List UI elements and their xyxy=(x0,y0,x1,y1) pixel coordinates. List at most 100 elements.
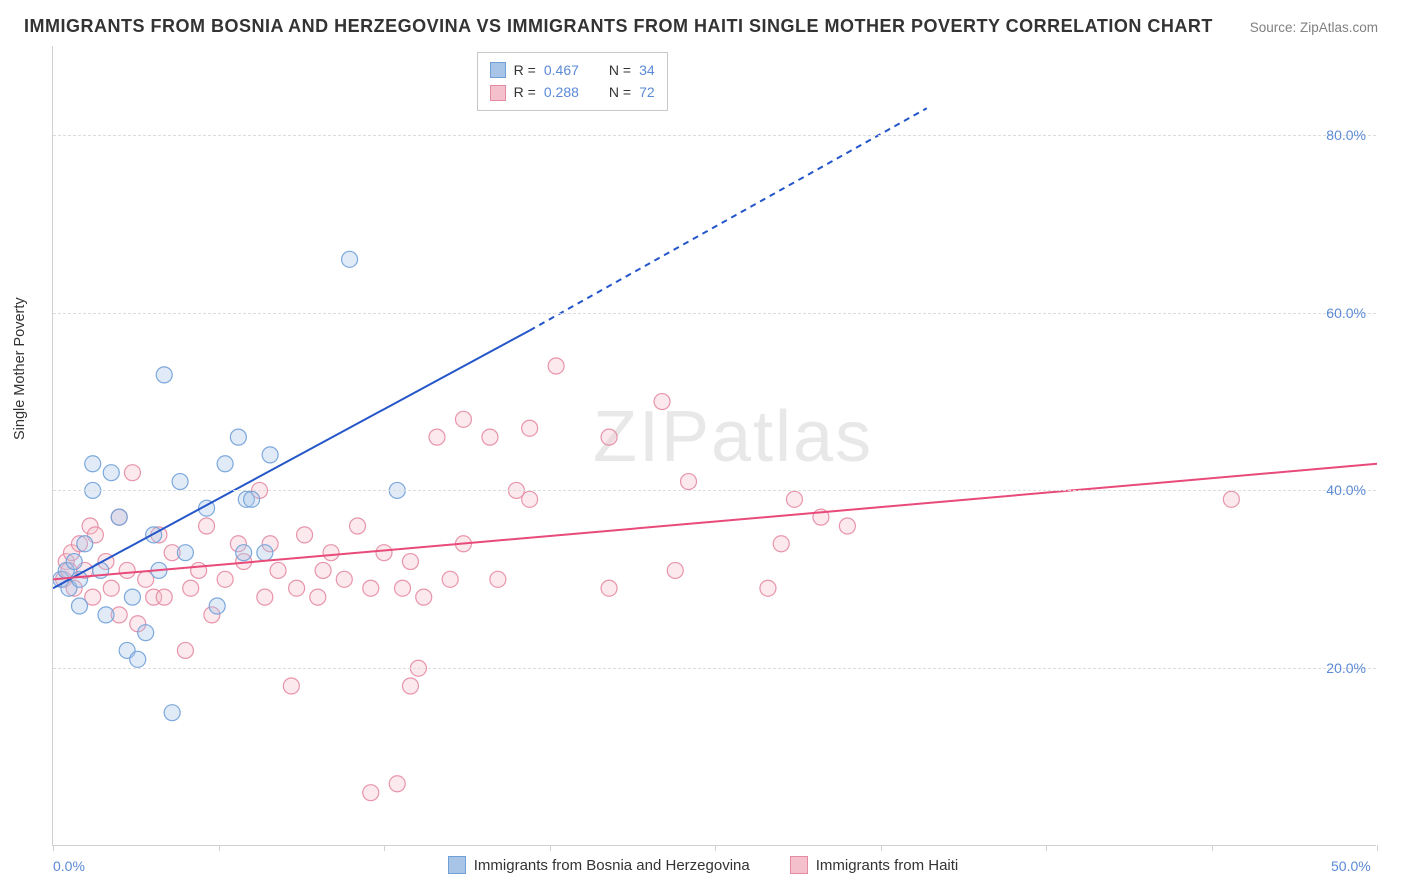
data-point xyxy=(217,456,233,472)
gridline-h xyxy=(53,135,1376,136)
data-point xyxy=(172,474,188,490)
data-point xyxy=(230,429,246,445)
data-point xyxy=(310,589,326,605)
data-point xyxy=(164,705,180,721)
data-point xyxy=(85,456,101,472)
data-point xyxy=(156,367,172,383)
legend-label: Immigrants from Bosnia and Herzegovina xyxy=(474,857,750,874)
data-point xyxy=(395,580,411,596)
data-point xyxy=(77,536,93,552)
data-point xyxy=(138,625,154,641)
trend-line-dashed xyxy=(530,108,927,330)
data-point xyxy=(71,598,87,614)
y-tick-label: 80.0% xyxy=(1326,127,1366,143)
n-value: 72 xyxy=(639,81,655,103)
x-tick xyxy=(550,845,551,851)
data-point xyxy=(773,536,789,552)
data-point xyxy=(548,358,564,374)
r-value: 0.288 xyxy=(544,81,579,103)
legend-swatch xyxy=(448,856,466,874)
gridline-h xyxy=(53,490,1376,491)
legend-item: Immigrants from Haiti xyxy=(790,856,959,874)
data-point xyxy=(262,447,278,463)
data-point xyxy=(124,589,140,605)
data-point xyxy=(124,465,140,481)
data-point xyxy=(601,580,617,596)
data-point xyxy=(336,571,352,587)
y-axis-label: Single Mother Poverty xyxy=(12,297,28,440)
data-point xyxy=(270,562,286,578)
legend-stats: R = 0.467 N = 34 R = 0.288 N = 72 xyxy=(477,52,668,111)
chart-title: IMMIGRANTS FROM BOSNIA AND HERZEGOVINA V… xyxy=(24,16,1213,37)
data-point xyxy=(429,429,445,445)
legend-stat-row: R = 0.467 N = 34 xyxy=(490,59,655,81)
data-point xyxy=(103,580,119,596)
n-label: N = xyxy=(609,59,631,81)
data-point xyxy=(103,465,119,481)
data-point xyxy=(389,776,405,792)
data-point xyxy=(416,589,432,605)
data-point xyxy=(183,580,199,596)
data-point xyxy=(667,562,683,578)
data-point xyxy=(191,562,207,578)
data-point xyxy=(522,491,538,507)
data-point xyxy=(209,598,225,614)
n-label: N = xyxy=(609,81,631,103)
data-point xyxy=(490,571,506,587)
data-point xyxy=(363,785,379,801)
legend-item: Immigrants from Bosnia and Herzegovina xyxy=(448,856,750,874)
data-point xyxy=(376,545,392,561)
data-point xyxy=(402,554,418,570)
x-tick xyxy=(1046,845,1047,851)
x-tick xyxy=(53,845,54,851)
data-point xyxy=(98,607,114,623)
data-point xyxy=(244,491,260,507)
n-value: 34 xyxy=(639,59,655,81)
r-label: R = xyxy=(514,59,536,81)
data-point xyxy=(654,394,670,410)
y-tick-label: 20.0% xyxy=(1326,660,1366,676)
x-tick xyxy=(384,845,385,851)
scatter-chart xyxy=(53,46,1377,846)
plot-area: ZIPatlas R =0.467N =34R =0.288N =72 20.0… xyxy=(52,46,1376,846)
data-point xyxy=(1223,491,1239,507)
data-point xyxy=(177,545,193,561)
data-point xyxy=(522,420,538,436)
source-label: Source: ZipAtlas.com xyxy=(1250,20,1378,35)
x-tick xyxy=(715,845,716,851)
gridline-h xyxy=(53,313,1376,314)
data-point xyxy=(786,491,802,507)
data-point xyxy=(119,562,135,578)
x-tick xyxy=(1212,845,1213,851)
r-value: 0.467 xyxy=(544,59,579,81)
data-point xyxy=(315,562,331,578)
data-point xyxy=(681,474,697,490)
data-point xyxy=(257,589,273,605)
data-point xyxy=(482,429,498,445)
r-label: R = xyxy=(514,81,536,103)
data-point xyxy=(217,571,233,587)
y-tick-label: 60.0% xyxy=(1326,305,1366,321)
data-point xyxy=(199,518,215,534)
data-point xyxy=(283,678,299,694)
data-point xyxy=(402,678,418,694)
legend-swatch xyxy=(490,85,506,101)
y-tick-label: 40.0% xyxy=(1326,482,1366,498)
data-point xyxy=(289,580,305,596)
data-point xyxy=(839,518,855,534)
data-point xyxy=(236,545,252,561)
data-point xyxy=(297,527,313,543)
data-point xyxy=(257,545,273,561)
data-point xyxy=(177,642,193,658)
legend-stat-row: R = 0.288 N = 72 xyxy=(490,81,655,103)
x-tick xyxy=(1377,845,1378,851)
data-point xyxy=(601,429,617,445)
data-point xyxy=(350,518,366,534)
data-point xyxy=(66,554,82,570)
legend-swatch xyxy=(790,856,808,874)
data-point xyxy=(363,580,379,596)
x-tick xyxy=(881,845,882,851)
legend-label: Immigrants from Haiti xyxy=(816,857,959,874)
data-point xyxy=(156,589,172,605)
gridline-h xyxy=(53,668,1376,669)
